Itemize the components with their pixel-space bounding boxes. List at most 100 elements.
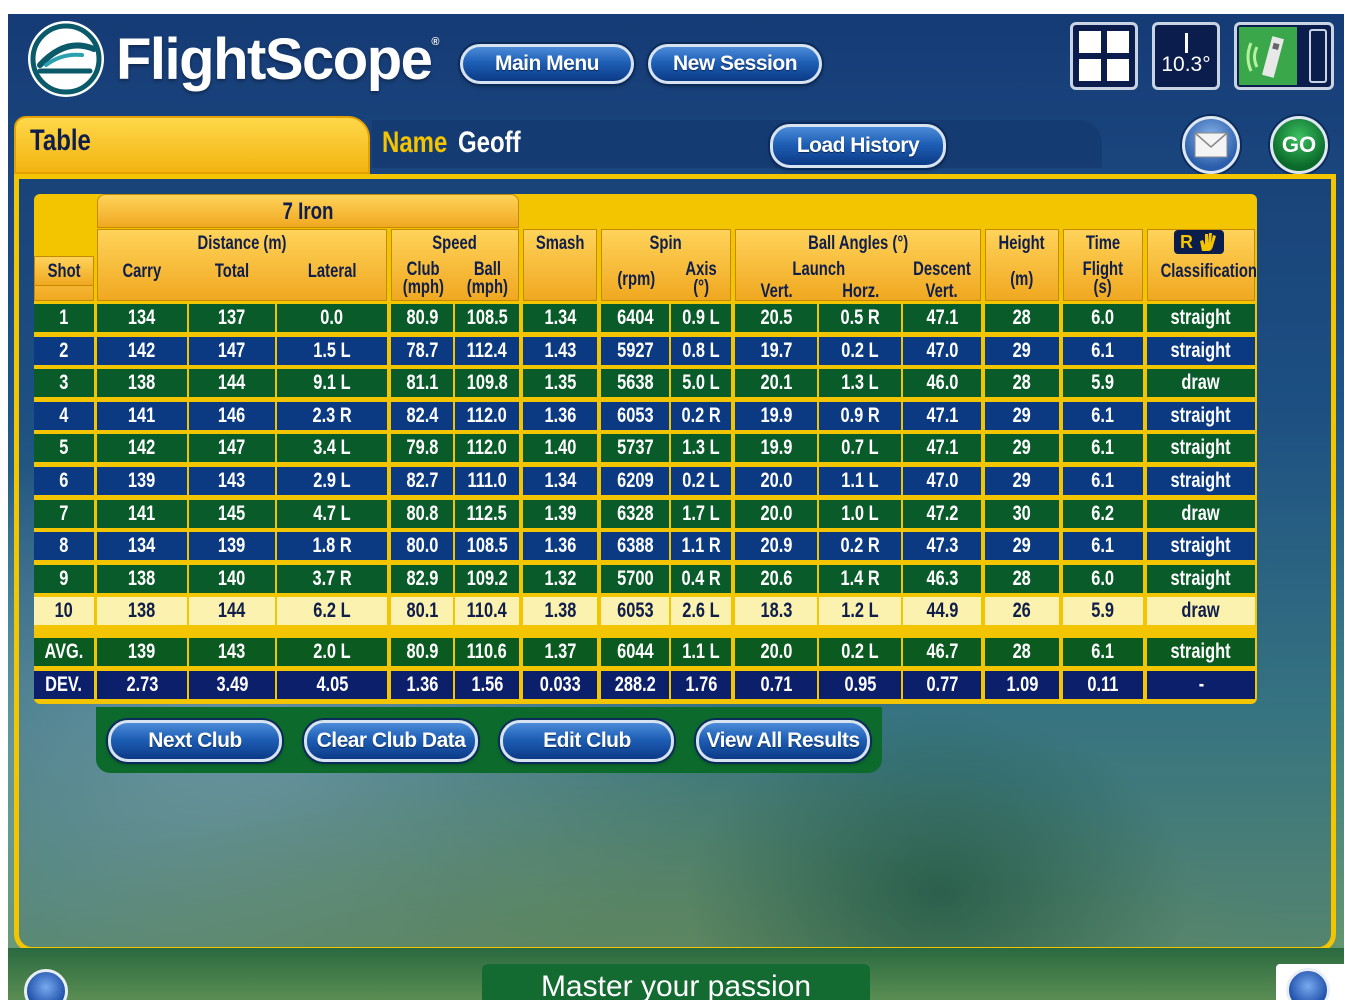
speed-header xyxy=(391,229,519,301)
distance-label: Distance (m) xyxy=(197,233,287,254)
cell-spin-rpm: 6053 xyxy=(601,402,669,430)
cell-height: 1.09 xyxy=(985,671,1059,699)
cell-spin-rpm: 6388 xyxy=(601,532,669,560)
go-button[interactable]: GO xyxy=(1270,116,1328,174)
cell-lateral: 1.8 R xyxy=(277,532,387,560)
cell-club-speed: 80.8 xyxy=(391,500,453,528)
cell-spin-rpm: 6404 xyxy=(601,304,669,332)
cell-shot: 5 xyxy=(34,434,94,462)
spin-axis-label: Axis xyxy=(685,259,717,280)
time-header xyxy=(1063,229,1143,301)
cell-spin-axis: 0.2 R xyxy=(671,402,731,430)
cell-ball-speed: 110.6 xyxy=(455,638,519,666)
cell-smash: 1.36 xyxy=(523,402,597,430)
cell-club-speed: 82.7 xyxy=(391,467,453,495)
cell-smash: 0.033 xyxy=(523,671,597,699)
cell-lateral: 3.7 R xyxy=(277,565,387,593)
cell-spin-rpm: 5638 xyxy=(601,369,669,397)
clear-club-data-button[interactable]: Clear Club Data xyxy=(304,720,478,762)
club-speed-label: Club xyxy=(406,259,440,280)
cell-smash: 1.37 xyxy=(523,638,597,666)
app-window: FlightScope® Main Menu New Session 10.3° xyxy=(8,14,1344,1000)
cell-carry: 138 xyxy=(97,565,187,593)
cell-ball-speed: 110.4 xyxy=(455,597,519,625)
time-label: Time xyxy=(1085,233,1121,254)
cell-lateral: 9.1 L xyxy=(277,369,387,397)
cell-club-speed: 80.1 xyxy=(391,597,453,625)
launch-angle-button[interactable]: 10.3° xyxy=(1152,22,1220,90)
layout-grid-button[interactable] xyxy=(1070,22,1138,90)
cell-smash: 1.32 xyxy=(523,565,597,593)
next-club-button[interactable]: Next Club xyxy=(108,720,282,762)
cell-club-speed: 1.36 xyxy=(391,671,453,699)
cell-total: 147 xyxy=(189,434,275,462)
radar-signal-icon xyxy=(1239,27,1297,85)
cell-launch-vert: 20.5 xyxy=(735,304,817,332)
cell-total: 143 xyxy=(189,467,275,495)
cell-classification: straight xyxy=(1147,638,1255,666)
cell-launch-horz: 1.4 R xyxy=(819,565,901,593)
cell-ball-speed: 112.0 xyxy=(455,434,519,462)
cell-shot: DEV. xyxy=(34,671,94,699)
cell-club-speed: 80.9 xyxy=(391,638,453,666)
cell-total: 137 xyxy=(189,304,275,332)
cell-ball-speed: 111.0 xyxy=(455,467,519,495)
cell-lateral: 1.5 L xyxy=(277,337,387,365)
cell-total: 146 xyxy=(189,402,275,430)
cell-spin-rpm: 5927 xyxy=(601,337,669,365)
shot-table: 7 Iron Distance (m) Carry Total Lateral … xyxy=(34,194,1257,704)
ball-angles-header xyxy=(735,229,981,301)
scroll-right-button[interactable] xyxy=(1286,968,1330,1000)
cell-carry: 141 xyxy=(97,500,187,528)
cell-launch-vert: 19.9 xyxy=(735,402,817,430)
cell-total: 140 xyxy=(189,565,275,593)
scroll-left-button[interactable] xyxy=(24,969,68,1000)
cell-launch-vert: 20.6 xyxy=(735,565,817,593)
cell-lateral: 4.7 L xyxy=(277,500,387,528)
tab-table[interactable]: Table xyxy=(14,116,370,174)
shot-label-bg xyxy=(34,256,94,286)
cell-descent-vert: 47.2 xyxy=(903,500,981,528)
cell-spin-rpm: 5700 xyxy=(601,565,669,593)
cell-flight-time: 6.1 xyxy=(1063,434,1143,462)
cell-lateral: 0.0 xyxy=(277,304,387,332)
action-button-bar: Next Club Clear Club Data Edit Club View… xyxy=(96,707,882,773)
cell-launch-horz: 1.1 L xyxy=(819,467,901,495)
cell-lateral: 6.2 L xyxy=(277,597,387,625)
descent-vert-label: Vert. xyxy=(925,281,959,302)
cell-shot: 1 xyxy=(34,304,94,332)
edit-club-button[interactable]: Edit Club xyxy=(500,720,674,762)
cell-shot: 3 xyxy=(34,369,94,397)
cell-shot: 8 xyxy=(34,532,94,560)
cell-ball-speed: 112.0 xyxy=(455,402,519,430)
cell-shot: 10 xyxy=(34,597,94,625)
cell-launch-horz: 0.2 L xyxy=(819,337,901,365)
cell-ball-speed: 112.5 xyxy=(455,500,519,528)
handedness-toggle[interactable]: R xyxy=(1174,230,1224,254)
height-unit: (m) xyxy=(1010,269,1034,290)
cell-total: 3.49 xyxy=(189,671,275,699)
tab-table-label: Table xyxy=(30,124,91,157)
cell-classification: draw xyxy=(1147,369,1255,397)
cell-height: 28 xyxy=(985,369,1059,397)
cell-launch-vert: 18.3 xyxy=(735,597,817,625)
load-history-button[interactable]: Load History xyxy=(770,124,946,168)
cell-ball-speed: 108.5 xyxy=(455,304,519,332)
new-session-button[interactable]: New Session xyxy=(648,44,822,84)
cell-flight-time: 6.2 xyxy=(1063,500,1143,528)
email-button[interactable] xyxy=(1182,116,1240,174)
radar-device-button[interactable] xyxy=(1234,22,1334,90)
flightscope-logo-icon xyxy=(28,21,104,97)
cell-spin-rpm: 5737 xyxy=(601,434,669,462)
cell-height: 29 xyxy=(985,467,1059,495)
cell-flight-time: 6.1 xyxy=(1063,638,1143,666)
cell-ball-speed: 112.4 xyxy=(455,337,519,365)
launch-horz-label: Horz. xyxy=(842,281,880,302)
view-all-results-button[interactable]: View All Results xyxy=(696,720,870,762)
cell-carry: 139 xyxy=(97,467,187,495)
main-menu-button[interactable]: Main Menu xyxy=(460,44,634,84)
ball-speed-unit: (mph) xyxy=(466,277,508,298)
cell-launch-horz: 1.2 L xyxy=(819,597,901,625)
envelope-icon xyxy=(1194,132,1228,158)
player-name[interactable]: Geoff xyxy=(458,126,521,159)
